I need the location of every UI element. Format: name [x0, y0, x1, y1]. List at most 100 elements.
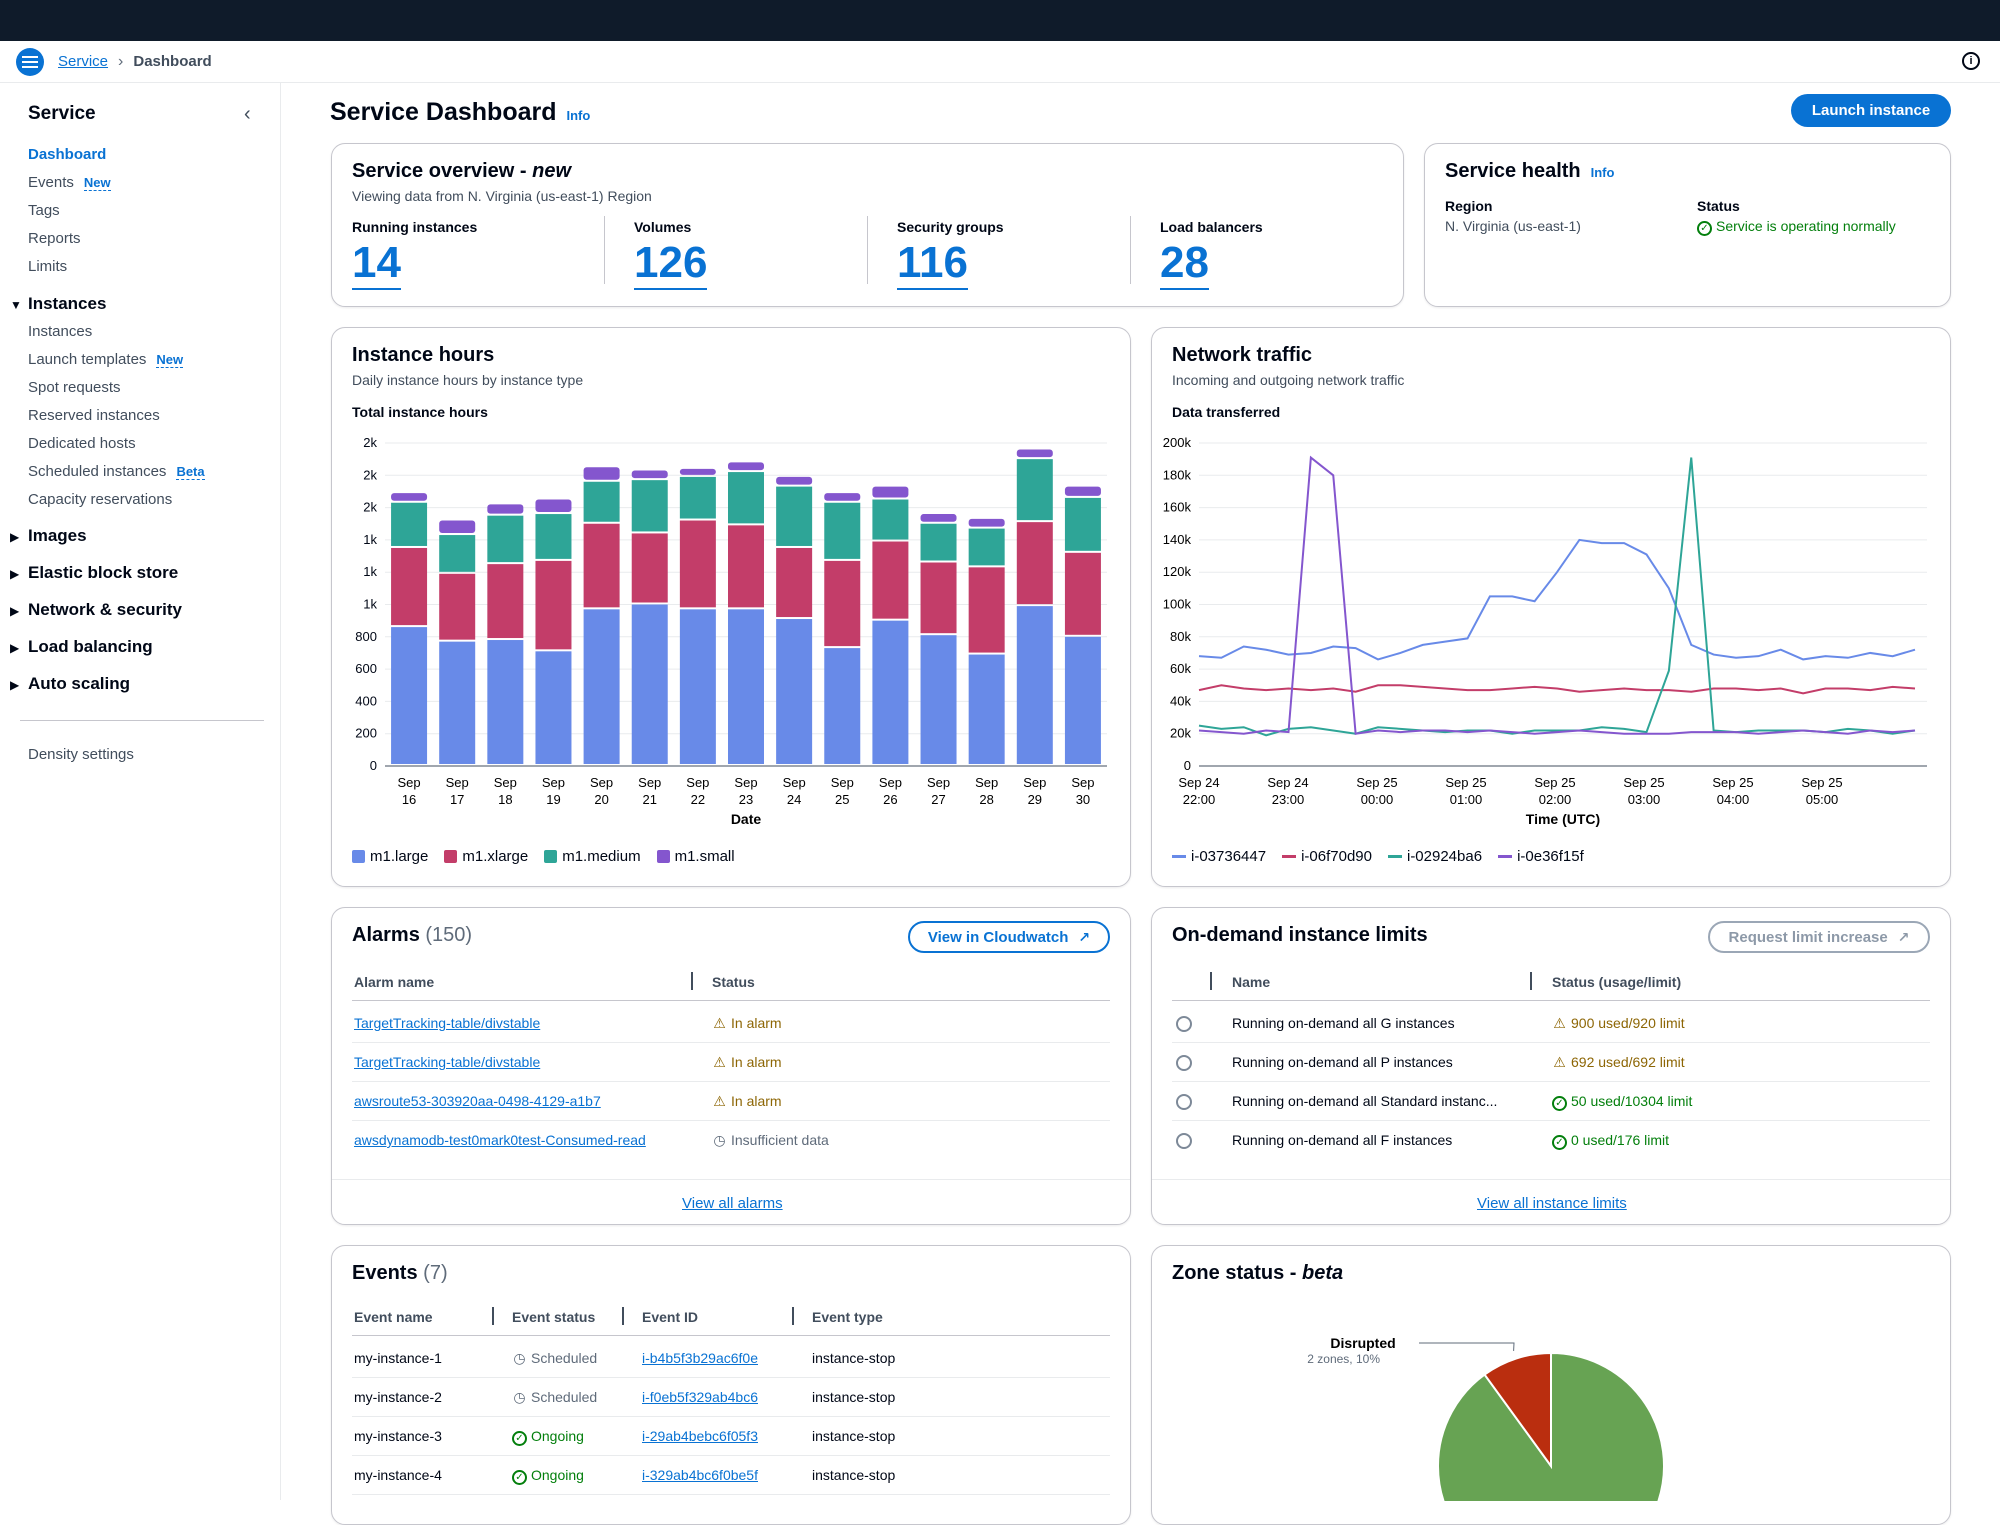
series-line-i-0e36f15f[interactable] [1198, 455, 1916, 735]
bar-m1.large-6[interactable] [679, 609, 716, 764]
bar-m1.large-5[interactable] [631, 604, 668, 765]
sidebar-section-0[interactable]: ▶ Images [10, 526, 87, 546]
pie-slice-disrupted[interactable] [1483, 1351, 1552, 1470]
menu-icon[interactable] [16, 47, 44, 76]
series-line-i-02924ba6[interactable] [1198, 457, 1916, 737]
row-radio-button[interactable] [1176, 1094, 1192, 1110]
series-line-i-06f70d90[interactable] [1198, 684, 1916, 695]
sidebar-item-2[interactable]: Tags [28, 202, 60, 219]
bar-m1.large-4[interactable] [583, 609, 620, 764]
bar-m1.small-2[interactable] [487, 504, 524, 514]
row-radio-button[interactable] [1176, 1133, 1192, 1149]
alarm-status-header[interactable]: Status [712, 974, 755, 990]
sidebar-instance-item-6[interactable]: Capacity reservations [28, 491, 172, 508]
event-col-header[interactable]: Event type [812, 1309, 883, 1325]
view-all-limits-link[interactable]: View all instance limits [1477, 1195, 1627, 1212]
legend-item[interactable]: i-06f70d90 [1282, 848, 1372, 865]
legend-item[interactable]: m1.xlarge [444, 848, 528, 865]
sidebar-instance-item-4[interactable]: Dedicated hosts [28, 435, 136, 452]
bar-m1.small-8[interactable] [776, 476, 813, 485]
bar-m1.small-13[interactable] [1016, 449, 1053, 458]
legend-item[interactable]: i-0e36f15f [1498, 848, 1584, 865]
bar-m1.medium-0[interactable] [391, 502, 428, 546]
alarm-name-link[interactable]: awsdynamodb-test0mark0test-Consumed-read [354, 1132, 646, 1148]
kpi-value-link[interactable]: 116 [897, 238, 968, 290]
alarm-name-link[interactable]: awsroute53-303920aa-0498-4129-a1b7 [354, 1093, 601, 1109]
sidebar-item-1[interactable]: Events New [28, 174, 111, 191]
bar-m1.medium-14[interactable] [1064, 497, 1101, 551]
bar-m1.medium-9[interactable] [824, 502, 861, 559]
legend-item[interactable]: m1.medium [544, 848, 641, 865]
legend-item[interactable]: i-03736447 [1172, 848, 1266, 865]
bar-m1.small-7[interactable] [728, 462, 764, 471]
bar-m1.medium-7[interactable] [728, 472, 764, 524]
event-id-link[interactable]: i-b4b5f3b29ac6f0e [642, 1350, 758, 1366]
bar-m1.small-10[interactable] [872, 486, 909, 498]
alarm-name-header[interactable]: Alarm name [354, 974, 435, 990]
bar-m1.small-9[interactable] [824, 493, 861, 501]
bar-m1.large-8[interactable] [776, 619, 813, 764]
bar-m1.large-12[interactable] [968, 654, 1005, 764]
bar-m1.small-11[interactable] [920, 514, 957, 522]
limit-status-header[interactable]: Status (usage/limit) [1552, 974, 1682, 990]
kpi-value-link[interactable]: 126 [634, 238, 708, 290]
event-col-header[interactable]: Event status [512, 1309, 596, 1325]
sidebar-section-1[interactable]: ▶ Elastic block store [10, 563, 178, 583]
bar-m1.medium-4[interactable] [583, 481, 620, 522]
bar-m1.small-6[interactable] [679, 468, 716, 475]
bar-m1.medium-5[interactable] [631, 480, 668, 532]
info-link[interactable]: Info [566, 108, 591, 123]
health-info-link[interactable]: Info [1590, 165, 1615, 180]
bar-m1.xlarge-0[interactable] [391, 547, 428, 626]
bar-m1.large-10[interactable] [872, 620, 909, 764]
bar-m1.medium-6[interactable] [679, 476, 716, 519]
sidebar-item-4[interactable]: Limits [28, 258, 67, 275]
bar-m1.small-5[interactable] [631, 470, 668, 479]
legend-item[interactable]: i-02924ba6 [1387, 848, 1482, 865]
bar-m1.small-14[interactable] [1064, 486, 1101, 496]
sidebar-instance-item-2[interactable]: Spot requests [28, 379, 121, 396]
kpi-value-link[interactable]: 14 [352, 238, 401, 290]
alarm-name-link[interactable]: TargetTracking-table/divstable [354, 1054, 541, 1070]
request-limit-increase-button[interactable]: Request limit increase ↗ [1708, 921, 1930, 953]
bar-m1.medium-2[interactable] [487, 515, 524, 563]
launch-instance-button[interactable]: Launch instance [1791, 94, 1951, 127]
legend-item[interactable]: m1.small [656, 848, 735, 865]
bar-m1.medium-12[interactable] [968, 528, 1005, 566]
bar-m1.small-3[interactable] [535, 499, 572, 513]
bar-m1.xlarge-10[interactable] [872, 541, 909, 619]
bar-m1.xlarge-6[interactable] [679, 520, 716, 608]
bar-m1.medium-1[interactable] [439, 535, 476, 572]
bar-m1.small-4[interactable] [583, 467, 620, 480]
bar-m1.medium-3[interactable] [535, 514, 572, 559]
info-icon[interactable]: i [1962, 52, 1980, 70]
sidebar-instance-item-1[interactable]: Launch templates New [28, 351, 184, 368]
sidebar-section-2[interactable]: ▶ Network & security [10, 600, 182, 620]
bar-m1.large-7[interactable] [728, 609, 764, 764]
bar-m1.xlarge-5[interactable] [631, 533, 668, 603]
bar-m1.xlarge-12[interactable] [968, 567, 1005, 653]
bar-m1.small-12[interactable] [968, 518, 1005, 527]
bar-m1.small-1[interactable] [439, 520, 476, 534]
sidebar-instance-item-3[interactable]: Reserved instances [28, 407, 160, 424]
bar-m1.large-9[interactable] [824, 648, 861, 764]
row-radio-button[interactable] [1176, 1016, 1192, 1032]
event-id-link[interactable]: i-f0eb5f329ab4bc6 [642, 1389, 758, 1405]
bar-m1.large-11[interactable] [920, 635, 957, 764]
bar-m1.large-14[interactable] [1064, 636, 1101, 764]
bar-m1.large-2[interactable] [487, 640, 524, 764]
sidebar-instance-item-5[interactable]: Scheduled instances Beta [28, 463, 205, 480]
bar-m1.medium-10[interactable] [872, 499, 909, 540]
bar-m1.xlarge-2[interactable] [487, 564, 524, 639]
bar-m1.medium-11[interactable] [920, 523, 957, 561]
event-id-link[interactable]: i-329ab4bc6f0be5f [642, 1467, 758, 1483]
sidebar-section-4[interactable]: ▶ Auto scaling [10, 674, 130, 694]
bar-m1.xlarge-14[interactable] [1064, 552, 1101, 635]
event-col-header[interactable]: Event name [354, 1309, 433, 1325]
sidebar-item-0[interactable]: Dashboard [28, 146, 106, 163]
sidebar-section-instances[interactable]: ▼ Instances [10, 294, 106, 314]
bar-m1.xlarge-3[interactable] [535, 560, 572, 650]
view-in-cloudwatch-button[interactable]: View in Cloudwatch ↗ [908, 921, 1110, 953]
bar-m1.medium-13[interactable] [1016, 459, 1053, 521]
alarm-name-link[interactable]: TargetTracking-table/divstable [354, 1015, 541, 1031]
